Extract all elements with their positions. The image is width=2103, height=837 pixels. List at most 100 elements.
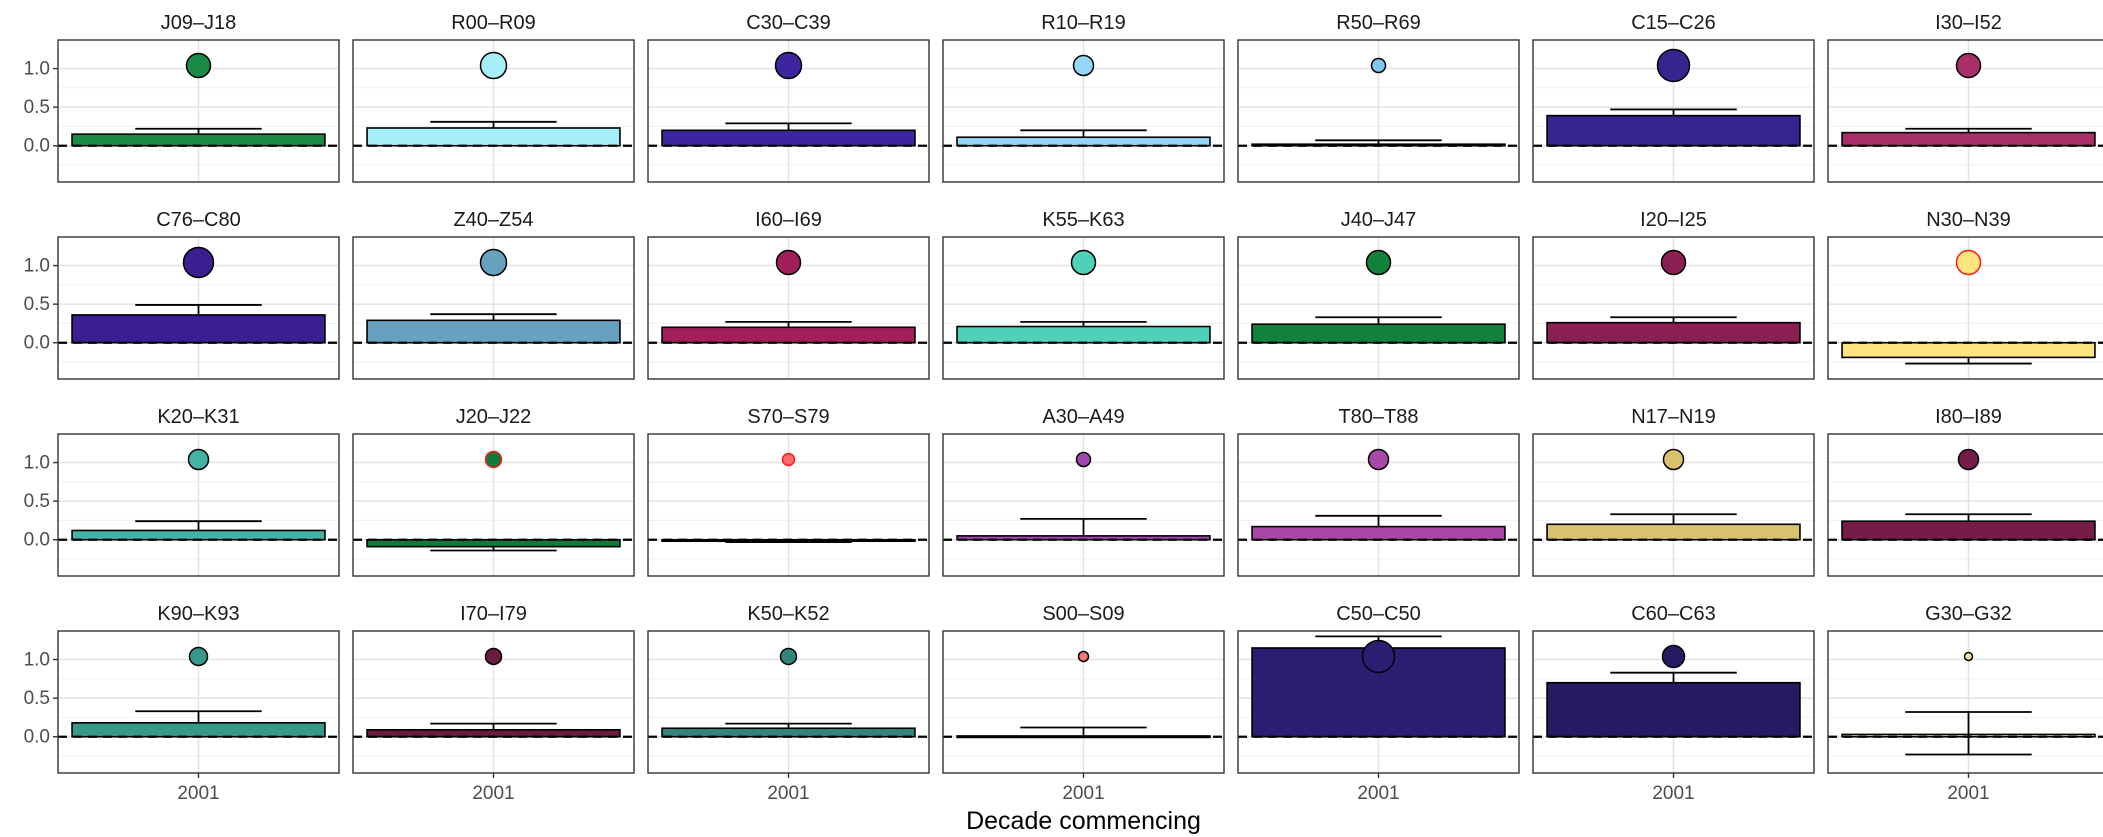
facet-title: R00–R09 xyxy=(451,12,536,34)
bar xyxy=(661,129,916,147)
x-tick-label: 2001 xyxy=(1357,783,1399,804)
panel-border xyxy=(352,236,635,380)
facet-panel: J20–J22 xyxy=(352,406,635,577)
facet-title: J09–J18 xyxy=(161,12,237,34)
facet-title: C76–C80 xyxy=(156,209,241,231)
point-marker xyxy=(1072,54,1095,77)
facet-panel: R50–R69 xyxy=(1237,12,1520,183)
panel-border xyxy=(647,236,930,380)
facet-panel: I70–I79 2001 xyxy=(352,603,635,804)
panel-border xyxy=(1237,433,1520,577)
bar xyxy=(1841,520,2096,541)
facet-title: R50–R69 xyxy=(1336,12,1421,34)
bar xyxy=(661,727,916,738)
bar xyxy=(71,722,326,738)
facet-panel: Z40–Z54 xyxy=(352,209,635,380)
y-tick-label: 0.0 xyxy=(24,727,50,748)
y-tick-label: 0.5 xyxy=(24,491,50,512)
facet-panel: N30–N39 xyxy=(1827,209,2103,380)
panel-border xyxy=(1827,236,2103,380)
x-tick-label: 2001 xyxy=(472,783,514,804)
panel-border xyxy=(647,39,930,183)
facet-panel: C60–C63 2001 xyxy=(1532,603,1815,804)
facet-panel: C30–C39 xyxy=(647,12,930,183)
panel-border xyxy=(57,236,340,380)
panel-border xyxy=(57,39,340,183)
panel-border xyxy=(647,433,930,577)
y-tick-label: 0.5 xyxy=(24,294,50,315)
panel-border xyxy=(1532,39,1815,183)
facet-title: T80–T88 xyxy=(1338,406,1418,428)
bar xyxy=(1251,525,1506,541)
y-tick-label: 0.0 xyxy=(24,530,50,551)
facet-panel: S70–S79 xyxy=(647,406,930,577)
facet-grid: J09–J18 0.0 0.5 1.0 R00–R09 C30–C39 R10–R19 R50… xyxy=(24,12,2103,804)
facet-panel: K90–K93 0.0 0.5 1.0 2001 xyxy=(24,603,340,804)
x-tick-label: 2001 xyxy=(767,783,809,804)
facet-title: N30–N39 xyxy=(1926,209,2011,231)
facet-panel: J09–J18 0.0 0.5 1.0 xyxy=(24,12,340,183)
point-marker xyxy=(1955,249,1982,276)
x-tick-label: 2001 xyxy=(1062,783,1104,804)
facet-title: I60–I69 xyxy=(755,209,822,231)
y-tick-label: 0.0 xyxy=(24,333,50,354)
bar xyxy=(71,314,326,344)
point-marker xyxy=(182,246,215,279)
facet-title: G30–G32 xyxy=(1925,603,2012,625)
facet-panel: I60–I69 xyxy=(647,209,930,380)
point-marker xyxy=(188,646,209,667)
y-tick-label: 1.0 xyxy=(24,650,50,671)
facet-title: N17–N19 xyxy=(1631,406,1716,428)
point-marker xyxy=(1656,48,1691,83)
facet-title: J20–J22 xyxy=(456,406,532,428)
facet-panel: N17–N19 xyxy=(1532,406,1815,577)
facet-title: K55–K63 xyxy=(1042,209,1124,231)
facet-title: C15–C26 xyxy=(1631,12,1716,34)
facet-title: I80–I89 xyxy=(1935,406,2002,428)
bar xyxy=(1251,323,1506,344)
point-marker xyxy=(1963,651,1974,662)
y-tick-label: 1.0 xyxy=(24,256,50,277)
point-marker xyxy=(775,249,802,276)
facet-title: I20–I25 xyxy=(1640,209,1707,231)
facet-panel: G30–G32 2001 xyxy=(1827,603,2103,804)
facet-panel: C15–C26 xyxy=(1532,12,1815,183)
point-marker xyxy=(479,51,508,80)
bar xyxy=(1546,321,1801,344)
facet-title: K90–K93 xyxy=(157,603,239,625)
bar xyxy=(1546,523,1801,541)
bar xyxy=(1841,131,2096,147)
point-marker xyxy=(479,248,508,277)
facet-title: J40–J47 xyxy=(1341,209,1417,231)
panel-border xyxy=(1532,236,1815,380)
facet-panel: S00–S09 2001 xyxy=(942,603,1225,804)
facet-panel: J40–J47 xyxy=(1237,209,1520,380)
x-axis-title: Decade commencing xyxy=(966,807,1201,835)
facet-panel: R10–R19 xyxy=(942,12,1225,183)
x-tick-label: 2001 xyxy=(1947,783,1989,804)
facet-title: I70–I79 xyxy=(460,603,527,625)
x-tick-label: 2001 xyxy=(177,783,219,804)
facet-panel: A30–A49 xyxy=(942,406,1225,577)
x-tick-label: 2001 xyxy=(1652,783,1694,804)
point-marker xyxy=(484,647,503,666)
facet-title: S70–S79 xyxy=(747,406,829,428)
facet-title: I30–I52 xyxy=(1935,12,2002,34)
facet-panel: K55–K63 xyxy=(942,209,1225,380)
point-marker xyxy=(774,51,803,80)
point-marker xyxy=(185,52,212,79)
point-marker xyxy=(781,452,796,467)
y-tick-label: 0.5 xyxy=(24,97,50,118)
bar xyxy=(1546,114,1801,147)
y-tick-label: 0.5 xyxy=(24,688,50,709)
point-marker xyxy=(187,448,210,471)
point-marker xyxy=(1075,451,1092,468)
point-marker xyxy=(1070,249,1097,276)
panel-border xyxy=(1827,39,2103,183)
panel-border xyxy=(57,433,340,577)
facet-title: C50–C50 xyxy=(1336,603,1421,625)
bar xyxy=(366,319,621,344)
bar xyxy=(1546,681,1801,738)
point-marker xyxy=(1662,448,1685,471)
